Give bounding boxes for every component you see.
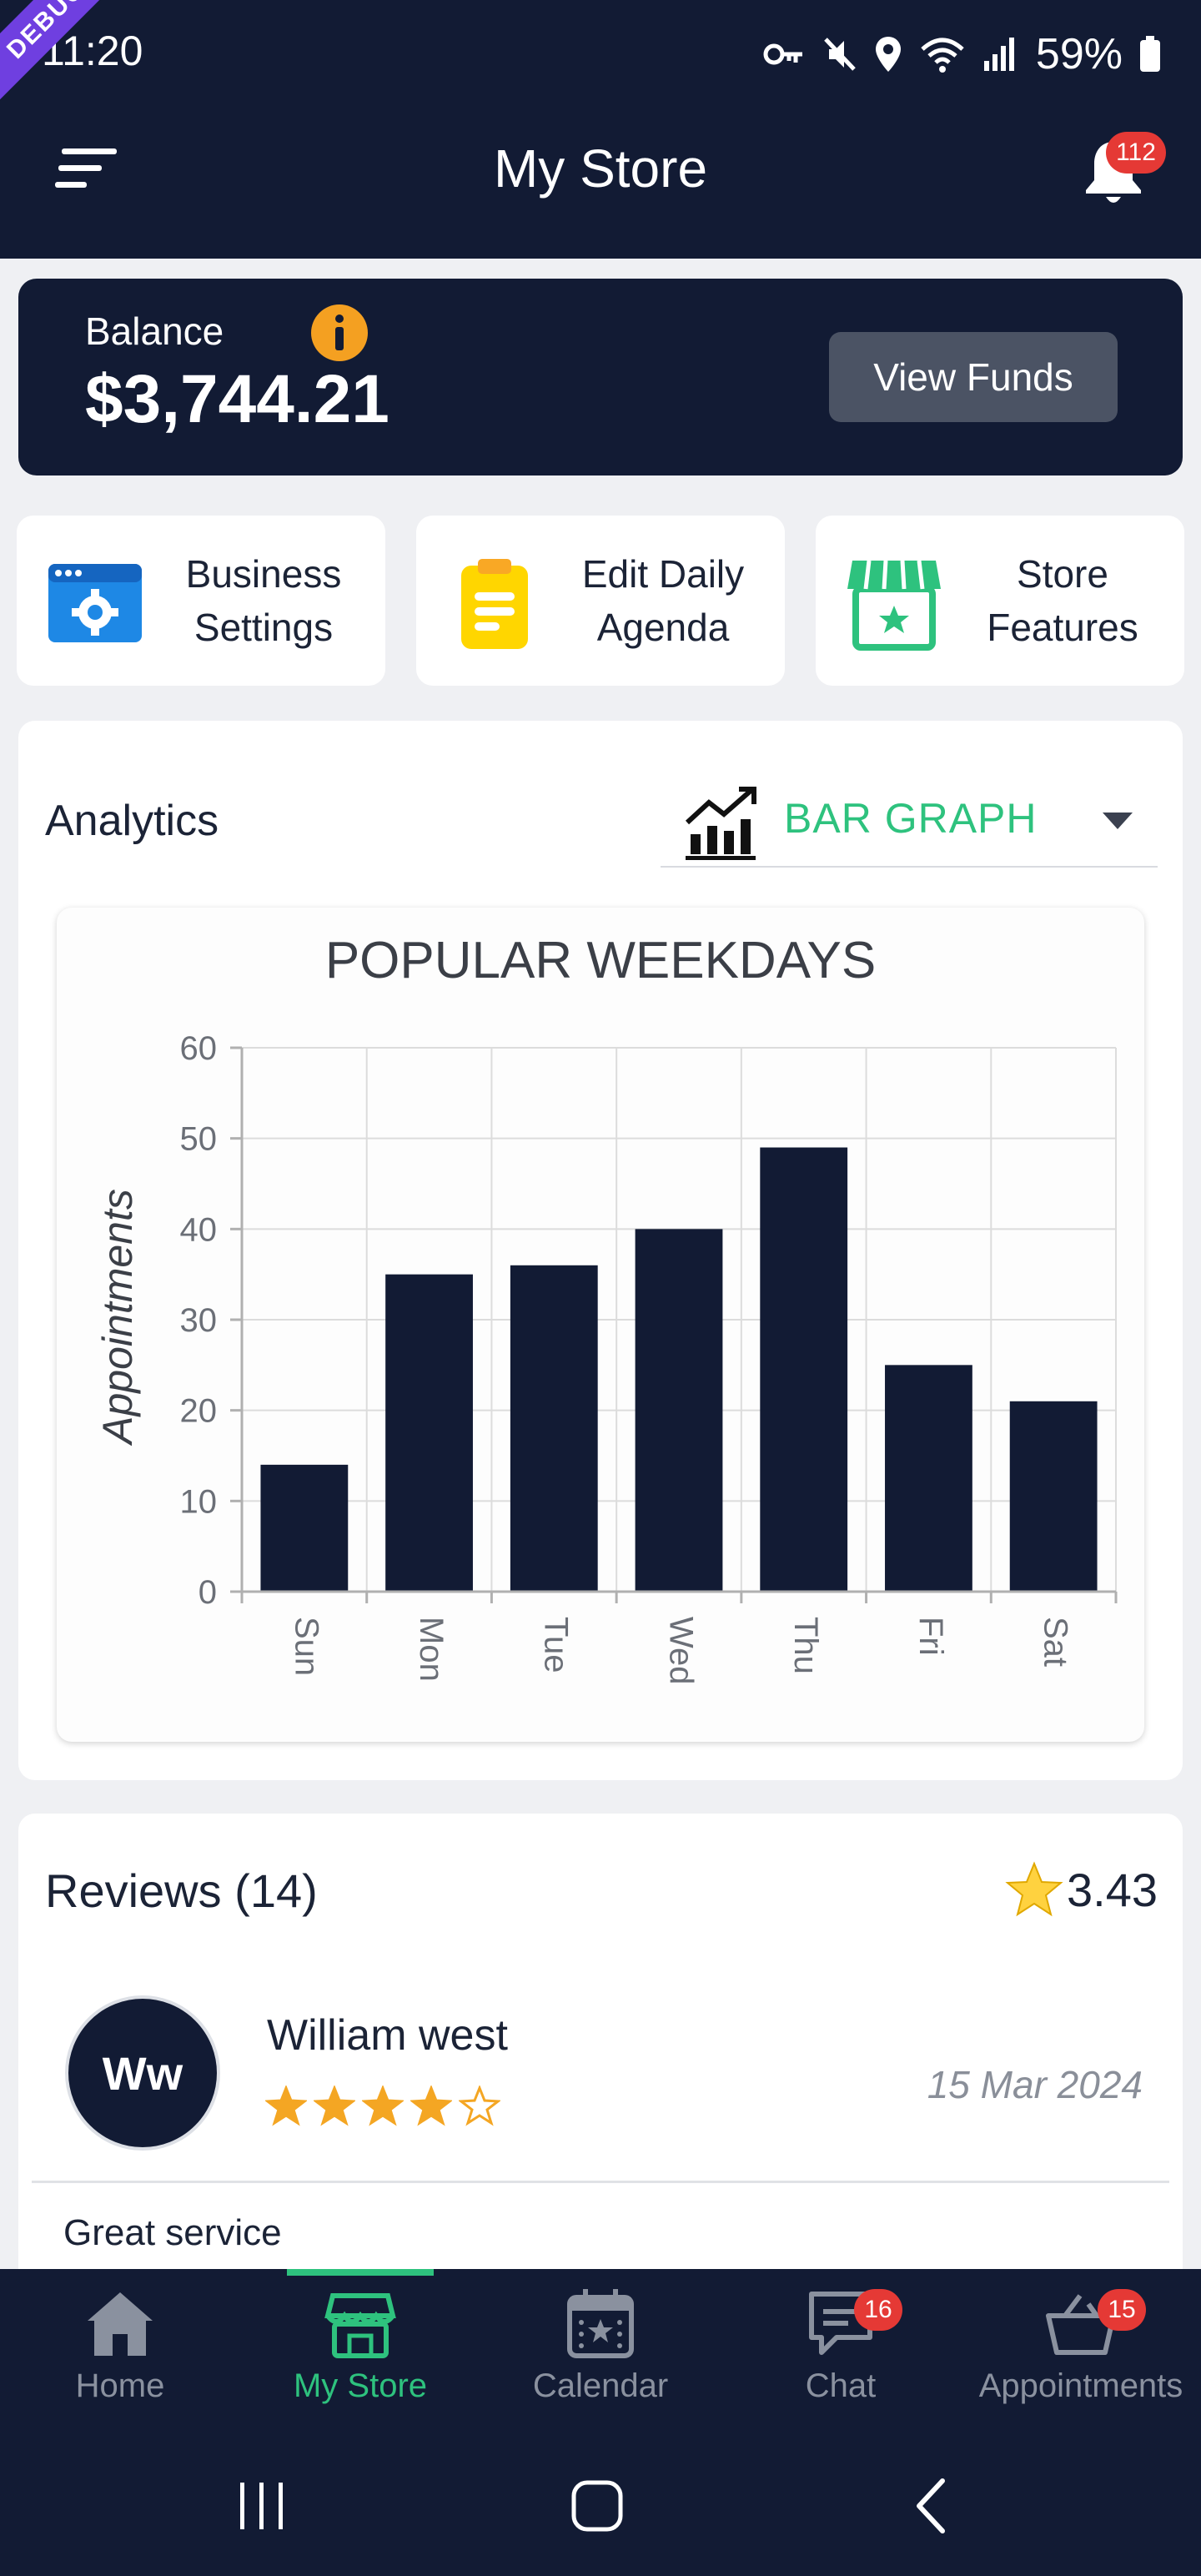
balance-label: Balance [85,309,224,353]
store-features-tile[interactable]: Store Features [816,516,1184,686]
home-icon [88,2292,153,2356]
average-rating: 3.43 [1005,1860,1158,1919]
divider [32,2181,1169,2183]
view-funds-button[interactable]: View Funds [829,332,1118,422]
reviewer-name: William west [267,2011,508,2060]
nav-item-home[interactable]: Home [0,2286,240,2428]
bottom-navigation: Home My Store Calendar [0,2269,1201,2436]
y-tick-label: 0 [198,1574,217,1611]
avatar: Ww [65,1995,220,2151]
reviews-card: Reviews (14) 3.43 Ww William west 15 Mar… [18,1814,1183,2281]
nav-label-appointments: Appointments [978,2367,1183,2404]
system-navigation-bar [0,2436,1201,2576]
mute-icon [824,38,856,71]
nav-item-my-store[interactable]: My Store [240,2286,480,2428]
y-tick-label: 50 [180,1121,218,1158]
home-button-icon[interactable] [564,2473,631,2539]
basket-icon [1046,2294,1116,2355]
analytics-title: Analytics [45,797,219,845]
review-text: Great service [63,2212,282,2253]
review-date: 15 Mar 2024 [927,2063,1143,2106]
x-tick-label: Wed [662,1617,699,1685]
recent-apps-icon[interactable] [229,2473,295,2539]
status-icons: 59% [762,25,1161,83]
menu-icon[interactable] [53,143,120,194]
bar-sun[interactable] [260,1464,349,1592]
nav-label-chat: Chat [805,2367,877,2404]
signal-icon [983,38,1014,71]
edit-daily-agenda-label: Edit Daily Agenda [581,552,745,649]
calendar-icon [567,2289,634,2358]
star-filled-icon [410,2085,452,2126]
analytics-card: Analytics BAR GRAPH POPULAR WEEKDAYS App… [18,721,1183,1780]
reviews-title: Reviews (14) [45,1864,318,1917]
popular-weekdays-chart: POPULAR WEEKDAYS Appointments 0 10 20 30 40 5… [94,932,1118,1685]
y-tick-label: 40 [180,1211,218,1248]
bar-sat[interactable] [1009,1401,1098,1592]
review-rating-stars [265,2085,500,2127]
chart-y-axis-label: Appointments [94,1189,141,1446]
nav-item-chat[interactable]: Chat 16 [721,2286,961,2428]
bar-thu[interactable] [760,1147,848,1592]
x-tick-label: Thu [787,1617,824,1674]
star-outline-icon [459,2085,500,2126]
store-features-label: Store Features [987,552,1138,649]
bar-mon[interactable] [385,1274,473,1592]
edit-daily-agenda-tile[interactable]: Edit Daily Agenda [416,516,785,686]
notification-badge: 112 [1106,132,1166,174]
balance-card: Balance $3,744.21 View Funds [18,279,1183,475]
location-icon [875,37,901,72]
store-icon [324,2293,396,2358]
page-title: My Store [493,138,708,199]
chevron-down-icon [1103,813,1133,829]
y-tick-label: 30 [180,1302,218,1339]
wifi-icon [921,38,964,73]
x-tick-label: Mon [413,1617,450,1682]
battery-percentage: 59% [1035,30,1123,78]
bar-tue[interactable] [510,1265,598,1592]
x-tick-label: Tue [538,1617,575,1673]
back-icon[interactable] [901,2473,967,2539]
app-header: 11:20 59% DEBUG [0,0,1201,259]
key-icon [763,43,802,65]
star-filled-icon [265,2085,307,2126]
bar-fri[interactable] [885,1365,972,1592]
nav-item-calendar[interactable]: Calendar [480,2286,721,2428]
bar-wed[interactable] [635,1229,723,1592]
business-settings-label: Business Settings [185,552,342,649]
y-tick-label: 60 [180,1030,218,1067]
star-filled-icon [314,2085,355,2126]
star-filled-icon [362,2085,404,2126]
chart-container: POPULAR WEEKDAYS Appointments 0 10 20 30 40 5… [57,908,1144,1742]
star-icon [1005,1861,1063,1917]
graph-type-value: BAR GRAPH [784,795,1038,842]
battery-icon [1140,36,1160,72]
nav-label-calendar: Calendar [532,2367,669,2404]
info-icon[interactable] [310,304,369,362]
balance-amount: $3,744.21 [85,361,389,437]
chart-title: POPULAR WEEKDAYS [325,932,876,989]
trending-chart-icon [685,787,756,860]
nav-item-appointments[interactable]: Appointments 15 [961,2286,1201,2428]
storefront-icon [847,560,941,651]
y-tick-label: 20 [180,1393,218,1430]
business-settings-tile[interactable]: Business Settings [17,516,385,686]
graph-type-dropdown[interactable]: BAR GRAPH [661,776,1158,868]
chat-badge: 16 [854,2289,902,2331]
nav-label-home: Home [75,2367,165,2404]
active-tab-indicator [287,2269,434,2276]
appointments-badge: 15 [1098,2289,1146,2331]
clipboard-icon [461,559,528,649]
x-tick-label: Sun [288,1617,324,1676]
business-settings-icon [48,564,142,642]
average-rating-value: 3.43 [1067,1863,1158,1916]
x-tick-label: Fri [912,1617,949,1656]
x-tick-label: Sat [1038,1617,1074,1667]
nav-label-my-store: My Store [293,2367,428,2404]
y-tick-label: 10 [180,1483,218,1520]
